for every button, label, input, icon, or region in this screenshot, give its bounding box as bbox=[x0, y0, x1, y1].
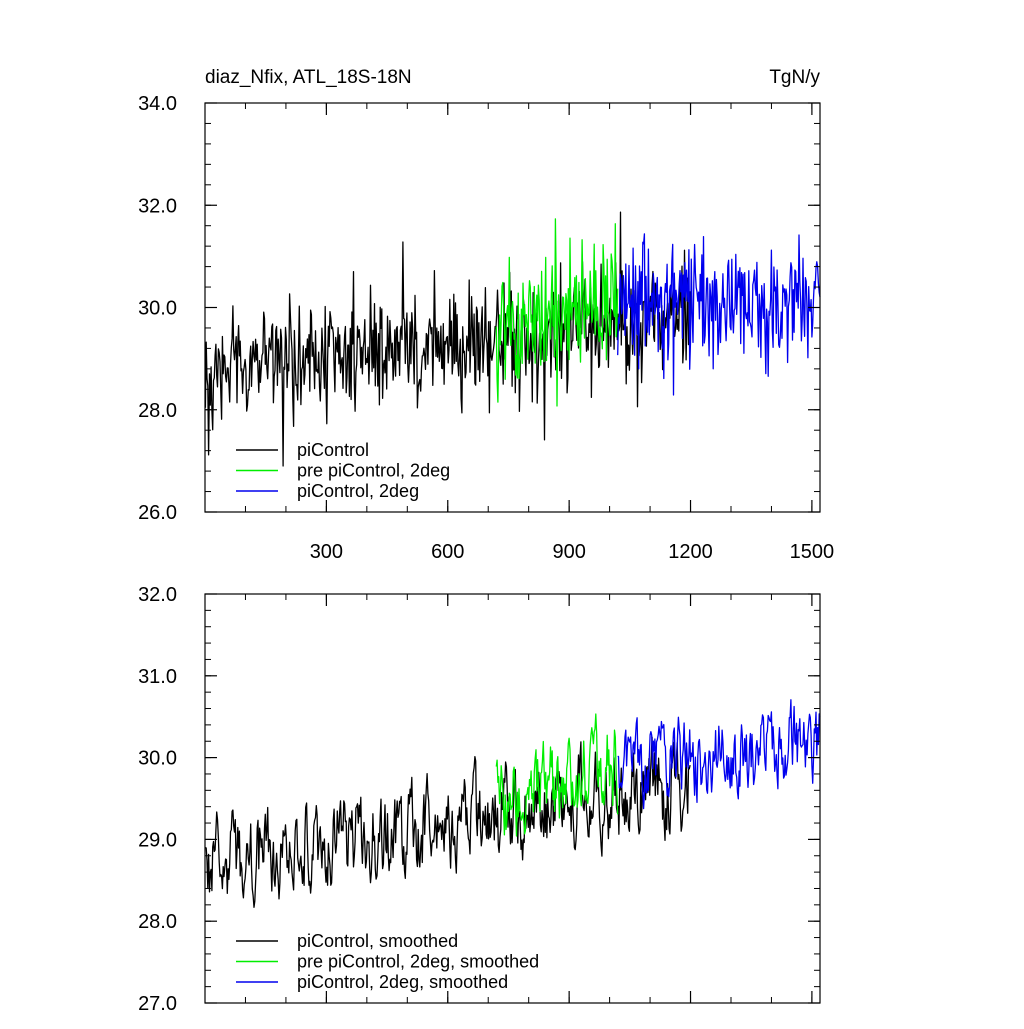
top-axes: 26.0 28.0 30.0 32.0 34.0 300 600 900 1200 1500 bbox=[138, 93, 834, 563]
bottom-axes: 27.0 28.0 29.0 30.0 31.0 32.0 bbox=[138, 584, 821, 1015]
x-tick-label: 300 bbox=[310, 541, 343, 563]
y-tick-label: 29.0 bbox=[138, 829, 177, 851]
top-series-lines bbox=[204, 211, 821, 467]
x-tick-label: 1500 bbox=[790, 541, 835, 563]
y-tick-label: 31.0 bbox=[138, 666, 177, 688]
bottom-panel: 27.0 28.0 29.0 30.0 31.0 32.0 piControl, smoo… bbox=[138, 584, 821, 1015]
x-tick-label: 600 bbox=[431, 541, 464, 563]
x-tick-label: 900 bbox=[552, 541, 585, 563]
series-line-2 bbox=[495, 218, 619, 407]
y-tick-label: 26.0 bbox=[138, 502, 177, 524]
x-tick-label: 1200 bbox=[668, 541, 713, 563]
plot-frame bbox=[204, 593, 821, 1004]
chart-title: diaz_Nfix, ATL_18S-18N bbox=[205, 67, 412, 88]
y-tick-label: 32.0 bbox=[138, 584, 177, 606]
units-label: TgN/y bbox=[769, 67, 820, 88]
y-tick-label: 28.0 bbox=[138, 911, 177, 933]
y-tick-label: 27.0 bbox=[138, 993, 177, 1015]
series-line-3 bbox=[617, 233, 821, 396]
y-tick-label: 32.0 bbox=[138, 195, 177, 217]
y-tick-label: 28.0 bbox=[138, 400, 177, 422]
top-panel: diaz_Nfix, ATL_18S-18N TgN/y 26.0 28.0 30.… bbox=[138, 67, 834, 563]
series-line-2 bbox=[495, 713, 619, 837]
legend-label: piControl, 2deg, smoothed bbox=[297, 972, 508, 992]
y-tick-label: 30.0 bbox=[138, 748, 177, 770]
legend-label: piControl, smoothed bbox=[297, 931, 458, 951]
bottom-series-lines bbox=[205, 699, 821, 908]
legend-label: pre piControl, 2deg bbox=[297, 461, 450, 481]
legend-label: piControl, 2deg bbox=[297, 481, 419, 501]
legend-label: pre piControl, 2deg, smoothed bbox=[297, 952, 539, 972]
series-line-3 bbox=[617, 699, 821, 810]
legend-label: piControl bbox=[297, 440, 369, 460]
y-tick-label: 34.0 bbox=[138, 93, 177, 115]
series-line-1 bbox=[205, 736, 691, 908]
y-tick-label: 30.0 bbox=[138, 298, 177, 320]
